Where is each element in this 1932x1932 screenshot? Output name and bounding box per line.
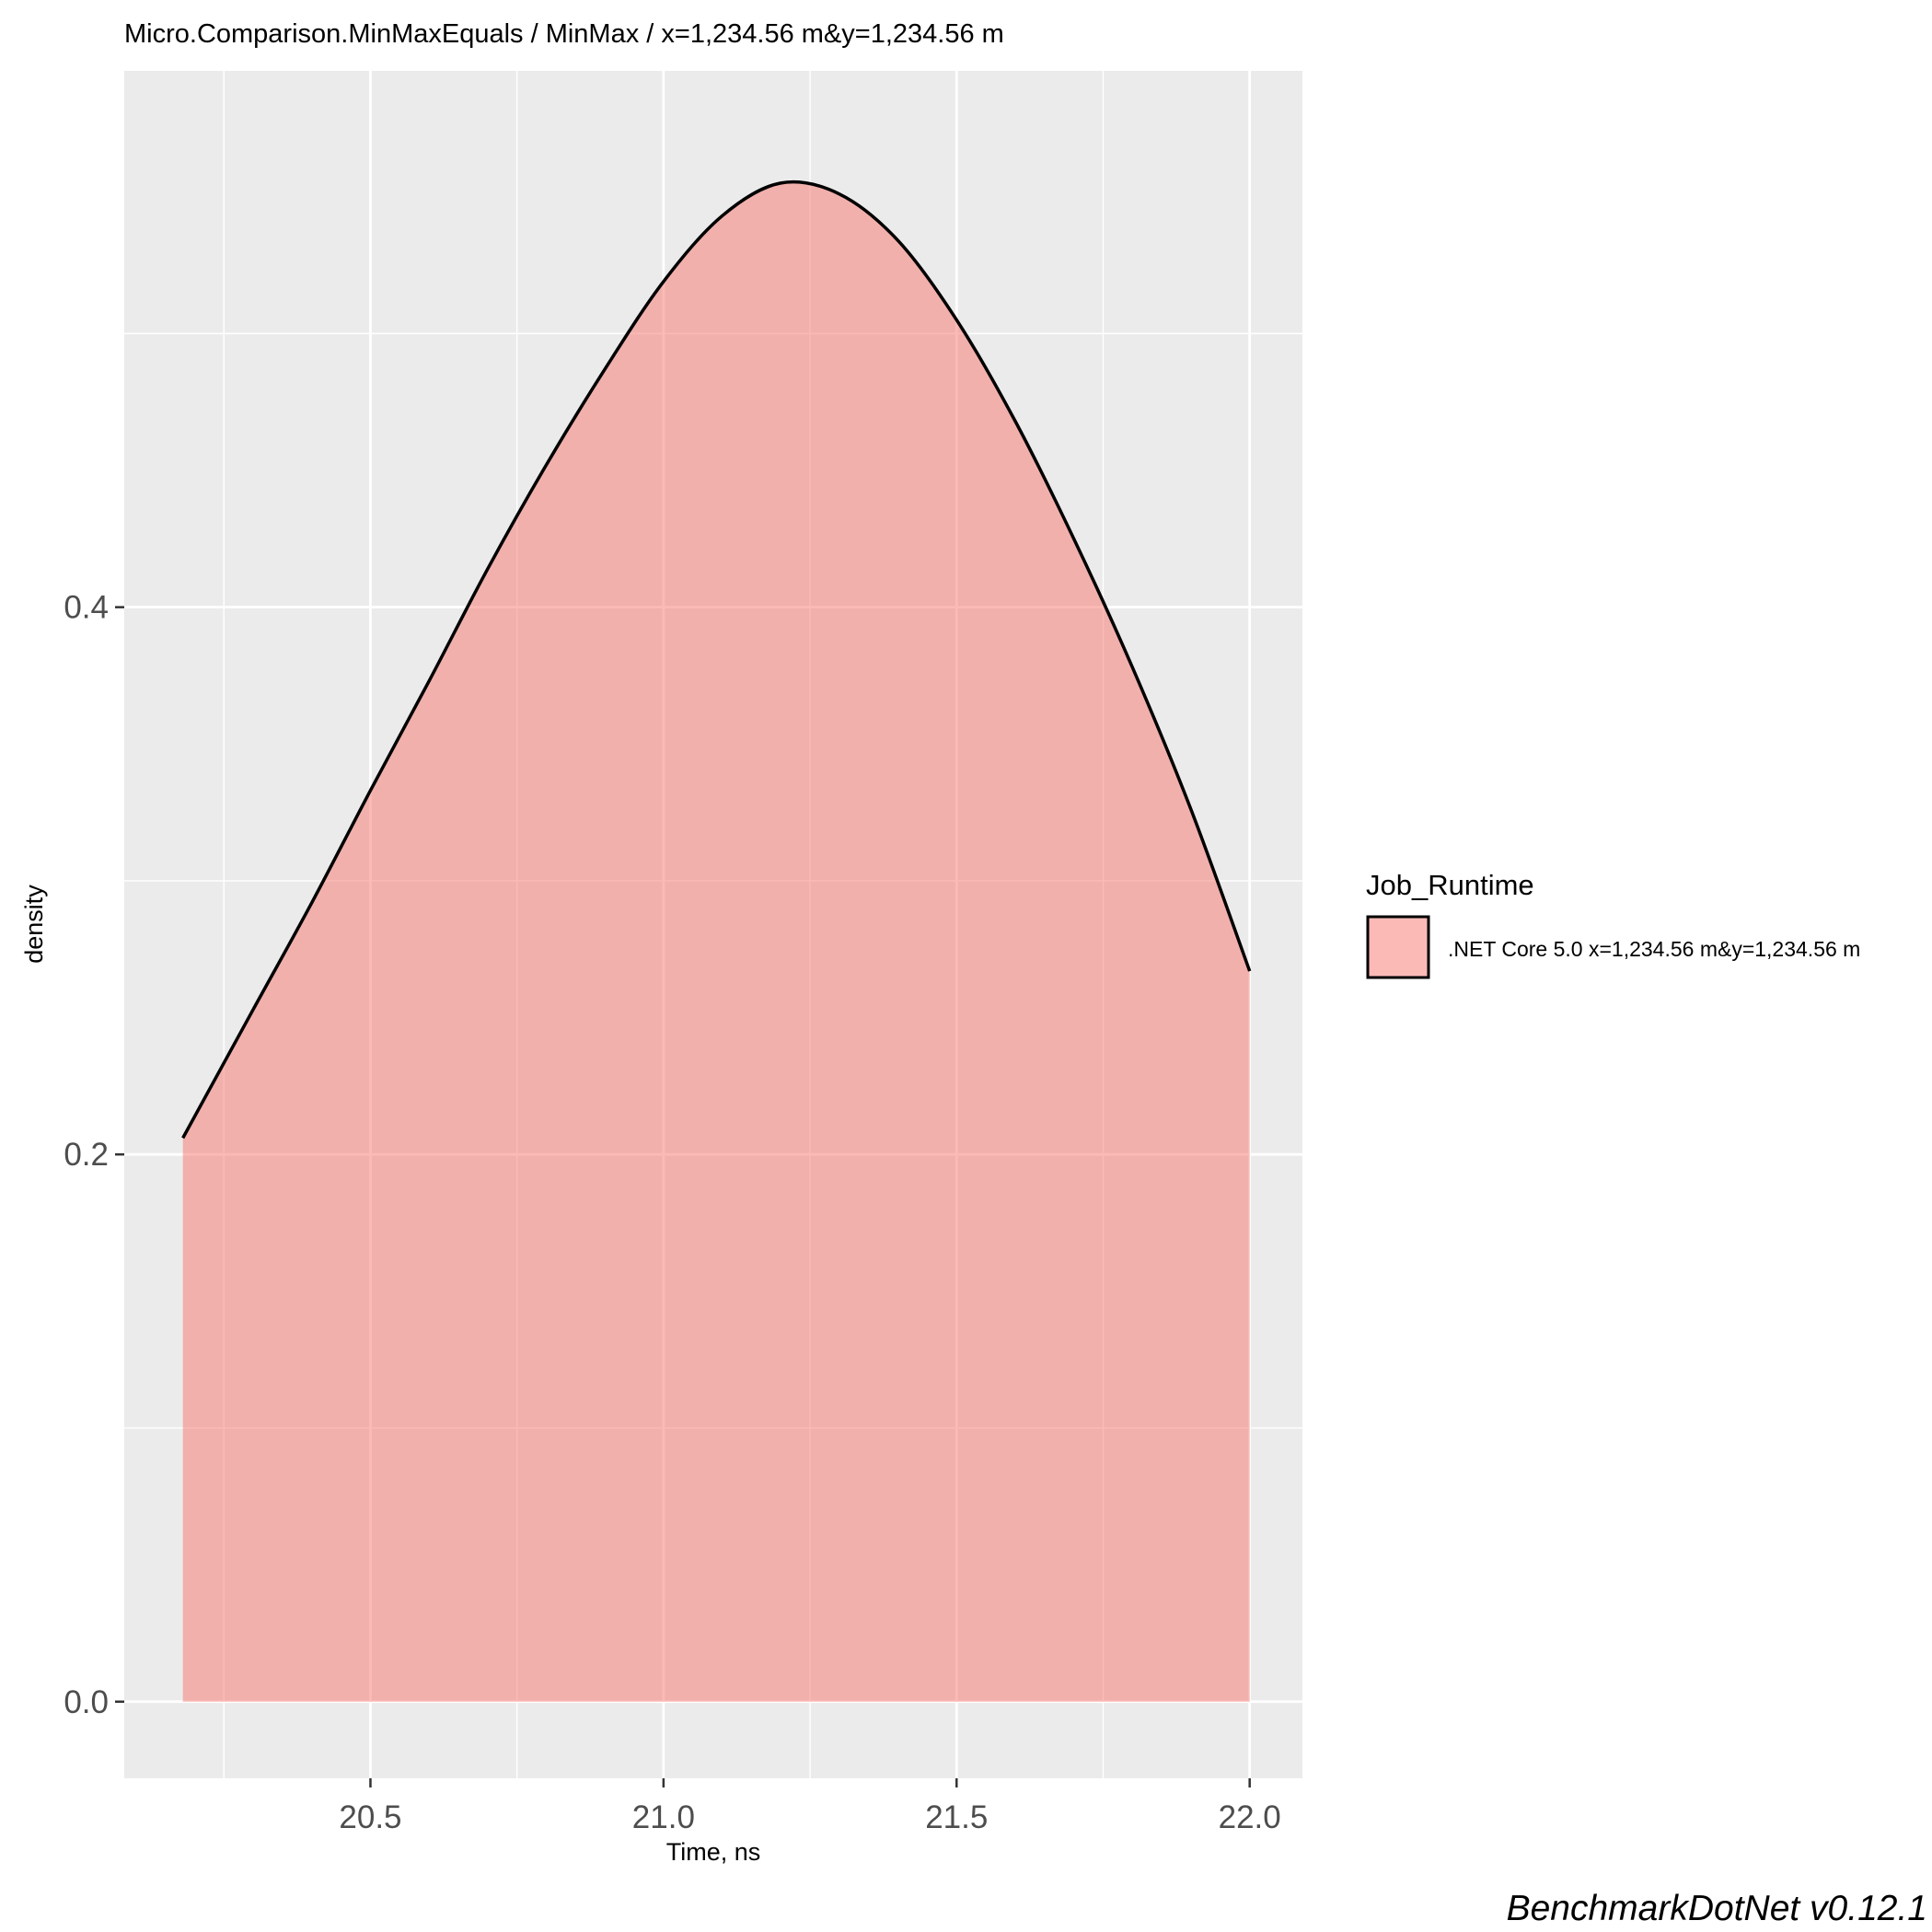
legend-title: Job_Runtime [1366,869,1534,901]
caption: BenchmarkDotNet v0.12.1 [1507,1889,1927,1928]
legend: Job_Runtime .NET Core 5.0 x=1,234.56 m&y… [1366,869,1860,979]
legend-label: .NET Core 5.0 x=1,234.56 m&y=1,234.56 m [1448,937,1860,961]
y-tick-label: 0.2 [64,1137,109,1173]
legend-key [1366,915,1430,979]
x-axis-title: Time, ns [666,1838,761,1866]
y-tick-label: 0.4 [64,590,109,626]
y-tick-label: 0.0 [64,1684,109,1720]
y-axis: 0.0 0.2 0.4 [64,590,124,1720]
y-axis-title: density [20,885,48,964]
x-axis: 20.5 21.0 21.5 22.0 [339,1778,1281,1835]
x-tick-label: 20.5 [339,1799,401,1835]
x-tick-label: 21.0 [632,1799,695,1835]
x-tick-label: 21.5 [925,1799,988,1835]
density-area [182,181,1250,1702]
density-curve [181,179,1252,1140]
chart-title: Micro.Comparison.MinMaxEquals / MinMax /… [124,19,1004,49]
x-tick-label: 22.0 [1219,1799,1281,1835]
